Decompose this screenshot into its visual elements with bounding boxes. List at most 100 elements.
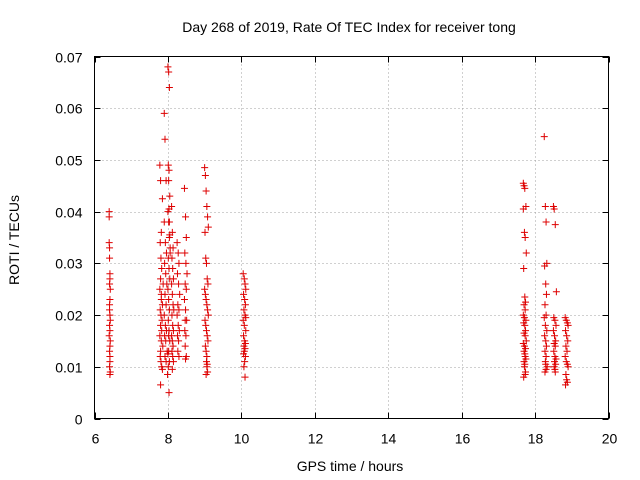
data-point bbox=[105, 332, 113, 340]
data-point bbox=[241, 373, 249, 381]
data-point bbox=[521, 184, 529, 192]
data-point bbox=[161, 239, 169, 247]
data-point bbox=[201, 164, 209, 172]
data-point bbox=[239, 270, 247, 278]
data-point bbox=[168, 365, 176, 373]
data-point bbox=[182, 355, 190, 363]
data-point bbox=[182, 306, 190, 314]
data-point bbox=[165, 84, 173, 92]
data-point bbox=[168, 290, 176, 298]
data-point bbox=[519, 205, 527, 213]
data-point bbox=[203, 275, 211, 283]
data-point bbox=[181, 280, 189, 288]
data-point bbox=[242, 314, 250, 322]
data-point bbox=[164, 363, 172, 371]
data-point bbox=[106, 244, 114, 252]
data-point bbox=[157, 254, 165, 262]
data-point bbox=[521, 234, 529, 241]
y-tick-label: 0.04 bbox=[55, 205, 82, 221]
data-point bbox=[161, 290, 169, 298]
data-point bbox=[161, 135, 169, 143]
data-point bbox=[156, 306, 164, 314]
data-point bbox=[541, 262, 549, 270]
data-point bbox=[241, 352, 249, 360]
data-point bbox=[542, 218, 550, 226]
data-point bbox=[562, 327, 570, 335]
data-point bbox=[106, 280, 114, 288]
data-point bbox=[106, 301, 114, 309]
data-point bbox=[562, 381, 570, 389]
data-point bbox=[551, 342, 559, 350]
y-tick-label: 0.05 bbox=[55, 153, 82, 169]
data-point bbox=[240, 332, 248, 340]
data-point bbox=[164, 350, 172, 358]
data-point bbox=[551, 365, 559, 373]
data-point bbox=[175, 352, 183, 360]
data-point bbox=[542, 352, 550, 360]
data-point bbox=[165, 218, 173, 226]
data-point bbox=[241, 301, 249, 309]
data-point bbox=[183, 270, 191, 278]
y-axis-label: ROTI / TECUs bbox=[6, 195, 22, 285]
data-point bbox=[156, 161, 164, 169]
data-point bbox=[521, 293, 529, 301]
data-point bbox=[541, 347, 549, 355]
data-point bbox=[165, 177, 173, 185]
data-point bbox=[180, 184, 188, 192]
data-point bbox=[202, 254, 210, 262]
data-point bbox=[202, 321, 210, 329]
data-point bbox=[174, 321, 182, 329]
data-point bbox=[156, 285, 164, 293]
data-point bbox=[169, 358, 177, 366]
data-point bbox=[551, 332, 559, 340]
data-point bbox=[201, 228, 209, 236]
data-point bbox=[204, 311, 212, 319]
data-point bbox=[520, 265, 528, 273]
x-tick-label: 18 bbox=[528, 431, 544, 447]
data-point bbox=[166, 249, 174, 257]
data-point bbox=[562, 371, 570, 379]
data-point bbox=[202, 371, 210, 379]
data-point bbox=[106, 327, 114, 335]
x-tick-label: 8 bbox=[165, 431, 173, 447]
x-tick-label: 20 bbox=[602, 431, 618, 447]
data-point bbox=[174, 249, 182, 257]
data-point bbox=[202, 259, 210, 267]
data-point bbox=[241, 358, 249, 366]
axis-ticks: 6 8 10 12 14 16 18 20 0 0.01 0.02 0.03 0.04 0.05 0.06 0… bbox=[55, 50, 617, 447]
data-point bbox=[168, 347, 176, 355]
data-point bbox=[520, 228, 528, 236]
data-point bbox=[550, 205, 558, 213]
data-point bbox=[106, 254, 114, 262]
y-tick-label: 0.01 bbox=[55, 360, 82, 376]
data-point bbox=[173, 239, 181, 247]
data-point bbox=[173, 311, 181, 319]
data-point bbox=[521, 321, 529, 329]
data-point bbox=[543, 327, 551, 335]
data-point bbox=[169, 265, 177, 273]
data-point bbox=[540, 314, 548, 322]
data-point bbox=[166, 192, 174, 200]
data-point bbox=[564, 321, 572, 329]
data-point bbox=[106, 285, 114, 293]
data-point bbox=[563, 332, 571, 340]
data-point bbox=[158, 365, 166, 373]
data-point bbox=[520, 363, 528, 371]
data-point bbox=[157, 381, 165, 389]
data-point bbox=[157, 275, 165, 283]
data-point bbox=[201, 342, 209, 350]
data-point bbox=[541, 202, 549, 210]
data-point bbox=[542, 342, 550, 350]
data-point bbox=[522, 249, 530, 257]
x-axis-label: GPS time / hours bbox=[297, 458, 404, 474]
data-point bbox=[160, 311, 168, 319]
x-tick-label: 6 bbox=[92, 431, 100, 447]
data-point bbox=[204, 213, 212, 221]
data-point bbox=[175, 337, 183, 345]
data-point bbox=[181, 249, 189, 257]
data-point bbox=[164, 63, 172, 71]
data-point bbox=[202, 296, 210, 304]
data-point bbox=[176, 290, 184, 298]
data-point bbox=[242, 285, 250, 293]
